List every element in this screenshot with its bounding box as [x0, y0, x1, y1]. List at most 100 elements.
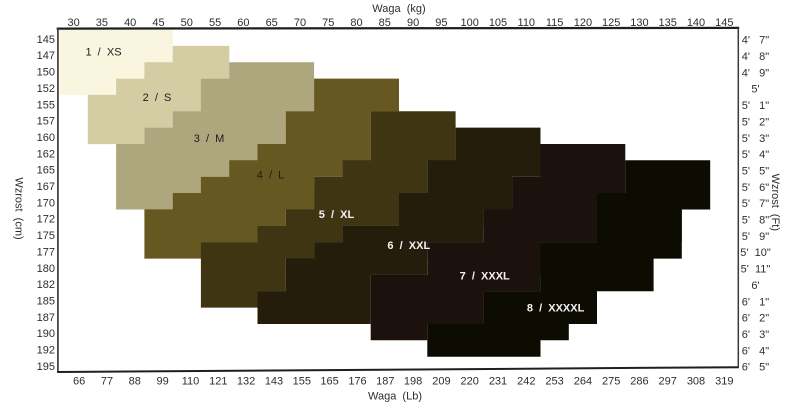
- svg-text:145: 145: [37, 34, 55, 46]
- svg-text:80: 80: [350, 17, 362, 29]
- svg-text:115: 115: [546, 17, 564, 29]
- svg-text:45: 45: [152, 17, 164, 29]
- svg-text:3 / M: 3 / M: [194, 133, 225, 145]
- svg-text:130: 130: [630, 17, 648, 29]
- svg-text:286: 286: [630, 376, 648, 388]
- svg-text:145: 145: [715, 17, 733, 29]
- svg-text:6' 2": 6' 2": [742, 313, 770, 325]
- svg-text:1 / XS: 1 / XS: [85, 47, 121, 59]
- svg-text:5' 9": 5' 9": [742, 231, 770, 243]
- svg-text:70: 70: [294, 17, 306, 29]
- svg-text:105: 105: [489, 17, 507, 29]
- svg-text:220: 220: [461, 376, 479, 388]
- svg-text:308: 308: [687, 376, 705, 388]
- svg-text:275: 275: [602, 376, 620, 388]
- svg-text:90: 90: [407, 17, 419, 29]
- svg-text:5' 1": 5' 1": [742, 100, 770, 112]
- svg-text:121: 121: [209, 376, 227, 388]
- svg-text:147: 147: [37, 50, 55, 62]
- svg-text:192: 192: [37, 345, 55, 357]
- svg-text:Wzrost (cm): Wzrost (cm): [13, 177, 25, 239]
- svg-text:242: 242: [517, 376, 535, 388]
- svg-text:66: 66: [73, 376, 85, 388]
- svg-text:177: 177: [37, 246, 55, 258]
- svg-text:4' 8": 4' 8": [742, 51, 770, 63]
- svg-text:5' 6": 5' 6": [742, 182, 770, 194]
- svg-text:175: 175: [37, 230, 55, 242]
- svg-text:155: 155: [293, 376, 311, 388]
- svg-text:75: 75: [322, 17, 334, 29]
- svg-text:198: 198: [404, 376, 422, 388]
- svg-text:125: 125: [602, 17, 620, 29]
- svg-text:Waga (Lb): Waga (Lb): [368, 391, 422, 403]
- svg-text:4' 7": 4' 7": [742, 35, 770, 47]
- svg-text:6': 6': [751, 280, 759, 292]
- svg-text:195: 195: [37, 361, 55, 373]
- svg-text:77: 77: [101, 376, 113, 388]
- svg-text:6' 1": 6' 1": [742, 296, 770, 308]
- svg-text:35: 35: [96, 17, 108, 29]
- svg-text:187: 187: [37, 312, 55, 324]
- svg-text:176: 176: [348, 376, 366, 388]
- svg-text:110: 110: [182, 376, 200, 388]
- svg-text:180: 180: [37, 263, 55, 275]
- svg-text:190: 190: [37, 328, 55, 340]
- svg-text:95: 95: [435, 17, 447, 29]
- svg-text:50: 50: [181, 17, 193, 29]
- svg-text:85: 85: [379, 17, 391, 29]
- svg-text:5 / XL: 5 / XL: [319, 209, 355, 221]
- svg-text:6' 5": 6' 5": [742, 362, 770, 374]
- svg-text:187: 187: [376, 376, 394, 388]
- svg-text:155: 155: [37, 99, 55, 111]
- svg-text:165: 165: [320, 376, 338, 388]
- svg-text:4 / L: 4 / L: [257, 170, 285, 182]
- svg-text:4' 9": 4' 9": [742, 67, 770, 79]
- svg-text:253: 253: [545, 376, 563, 388]
- svg-text:5': 5': [751, 84, 759, 96]
- svg-text:132: 132: [237, 376, 255, 388]
- svg-text:231: 231: [489, 376, 507, 388]
- svg-text:319: 319: [715, 376, 733, 388]
- svg-text:65: 65: [266, 17, 278, 29]
- svg-text:55: 55: [209, 17, 221, 29]
- svg-text:6 / XXL: 6 / XXL: [387, 240, 430, 252]
- svg-text:5' 2": 5' 2": [742, 116, 770, 128]
- svg-text:Wzrost (Ft): Wzrost (Ft): [769, 174, 781, 231]
- svg-text:30: 30: [67, 17, 79, 29]
- svg-text:120: 120: [574, 17, 592, 29]
- svg-text:170: 170: [37, 197, 55, 209]
- svg-text:157: 157: [37, 116, 55, 128]
- svg-text:150: 150: [37, 67, 55, 79]
- svg-text:5' 10": 5' 10": [740, 247, 771, 259]
- svg-text:6' 4": 6' 4": [742, 345, 770, 357]
- svg-text:Waga (kg): Waga (kg): [372, 3, 425, 15]
- svg-text:140: 140: [687, 17, 705, 29]
- svg-text:264: 264: [574, 376, 592, 388]
- svg-text:5' 7": 5' 7": [742, 198, 770, 210]
- svg-text:40: 40: [124, 17, 136, 29]
- svg-text:99: 99: [156, 376, 168, 388]
- svg-text:182: 182: [37, 279, 55, 291]
- svg-text:5' 8": 5' 8": [742, 215, 770, 227]
- svg-text:110: 110: [518, 17, 536, 29]
- svg-text:185: 185: [37, 296, 55, 308]
- svg-text:5' 4": 5' 4": [742, 149, 770, 161]
- svg-text:165: 165: [37, 165, 55, 177]
- svg-text:209: 209: [432, 376, 450, 388]
- svg-text:2 / S: 2 / S: [143, 92, 172, 104]
- svg-text:88: 88: [129, 376, 141, 388]
- svg-text:135: 135: [659, 17, 677, 29]
- svg-text:5' 5": 5' 5": [742, 166, 770, 178]
- svg-text:7 / XXXL: 7 / XXXL: [460, 271, 510, 283]
- svg-text:160: 160: [37, 132, 55, 144]
- svg-text:5' 3": 5' 3": [742, 133, 770, 145]
- svg-text:172: 172: [37, 214, 55, 226]
- svg-text:60: 60: [237, 17, 249, 29]
- svg-text:100: 100: [461, 17, 479, 29]
- svg-text:5' 11": 5' 11": [741, 264, 771, 276]
- svg-text:297: 297: [659, 376, 677, 388]
- svg-text:167: 167: [37, 181, 55, 193]
- svg-text:143: 143: [265, 376, 283, 388]
- svg-text:162: 162: [37, 148, 55, 160]
- svg-text:8 / XXXXL: 8 / XXXXL: [527, 303, 585, 315]
